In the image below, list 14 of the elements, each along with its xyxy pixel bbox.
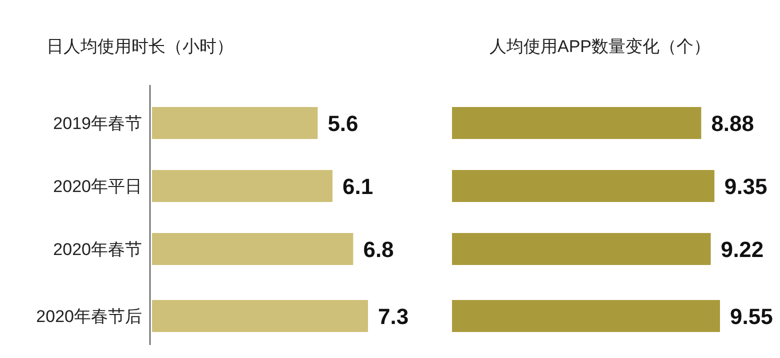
data-label: 6.8 — [363, 237, 394, 262]
title: 日人均使用时长（小时） — [46, 37, 234, 56]
data-label: 7.3 — [378, 304, 409, 329]
y-tick-label: 2020年春节 — [53, 240, 142, 259]
y-tick-label: 2020年平日 — [53, 177, 142, 196]
data-label: 5.6 — [328, 111, 358, 136]
data-label: 9.55 — [730, 304, 773, 329]
data-label: 9.35 — [724, 174, 768, 199]
data-label: 9.22 — [720, 237, 764, 262]
title: 人均使用APP数量变化（个） — [489, 37, 711, 56]
y-tick-label: 2019年春节 — [53, 114, 142, 133]
data-label: 6.1 — [342, 174, 374, 199]
y-tick-label: 2020年春节后 — [36, 307, 142, 326]
data-label: 8.88 — [711, 111, 754, 136]
